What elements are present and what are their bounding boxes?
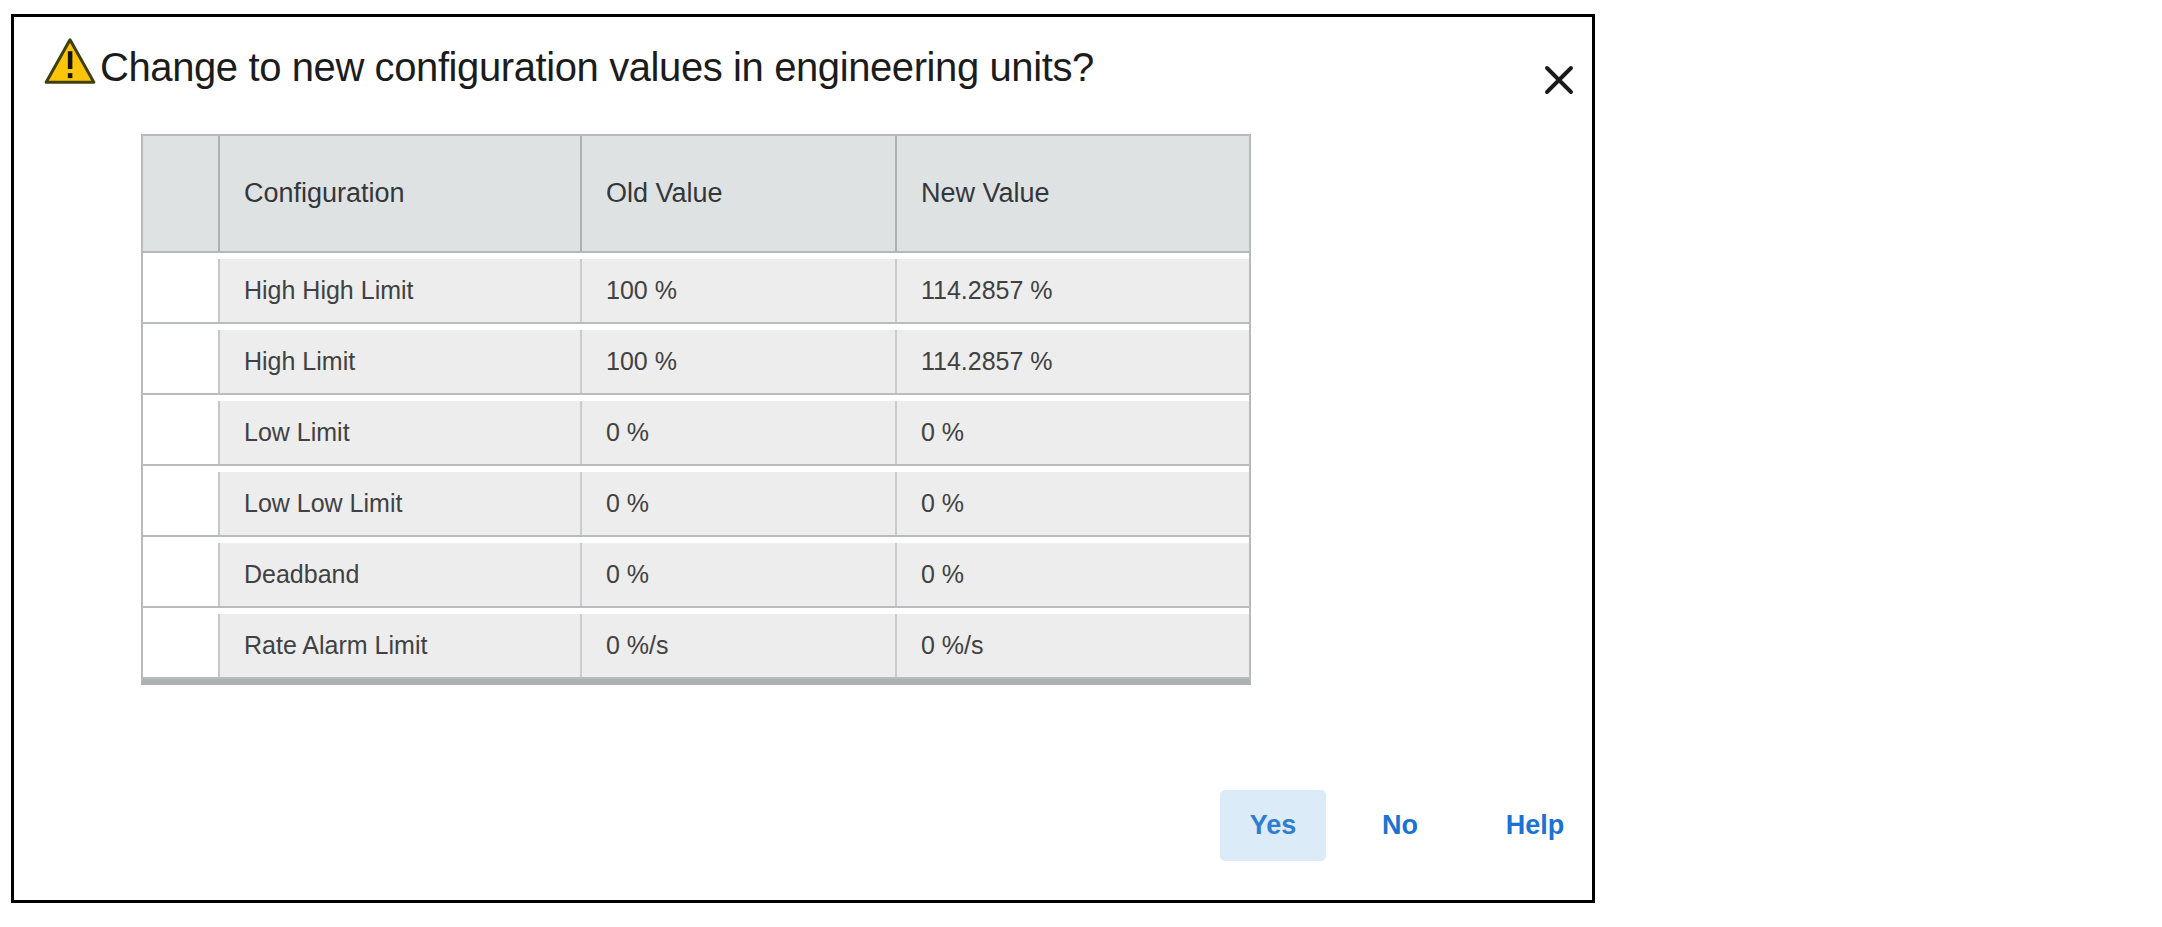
help-button[interactable]: Help [1484,790,1586,861]
new-value-cell: 114.2857 % [895,259,1249,322]
confirmation-dialog: Change to new configuration values in en… [11,14,1595,903]
old-value-cell: 0 %/s [580,614,895,677]
table-row: High Limit100 %114.2857 % [143,330,1249,395]
table-row: Rate Alarm Limit0 %/s0 %/s [143,614,1249,679]
old-value-cell: 0 % [580,401,895,464]
row-selector-cell[interactable] [143,259,218,322]
new-value-cell: 0 %/s [895,614,1249,677]
header-configuration[interactable]: Configuration [218,136,580,251]
configuration-cell: Rate Alarm Limit [218,614,580,677]
configuration-cell: Low Limit [218,401,580,464]
header-new-value[interactable]: New Value [895,136,1249,251]
dialog-title: Change to new configuration values in en… [100,45,1472,90]
new-value-cell: 0 % [895,472,1249,535]
row-selector-cell[interactable] [143,472,218,535]
close-icon[interactable] [1536,57,1582,103]
new-value-cell: 114.2857 % [895,330,1249,393]
configuration-table: Configuration Old Value New Value High H… [141,134,1251,685]
configuration-cell: High Limit [218,330,580,393]
configuration-cell: High High Limit [218,259,580,322]
configuration-cell: Low Low Limit [218,472,580,535]
old-value-cell: 100 % [580,259,895,322]
old-value-cell: 100 % [580,330,895,393]
row-selector-cell[interactable] [143,401,218,464]
table-row: High High Limit100 %114.2857 % [143,259,1249,324]
table-body: High High Limit100 %114.2857 %High Limit… [143,259,1249,679]
table-row: Low Low Limit0 %0 % [143,472,1249,537]
warning-icon [44,37,96,85]
header-selector-cell [143,136,218,251]
table-row: Low Limit0 %0 % [143,401,1249,466]
yes-button[interactable]: Yes [1220,790,1326,861]
header-old-value[interactable]: Old Value [580,136,895,251]
row-selector-cell[interactable] [143,543,218,606]
old-value-cell: 0 % [580,543,895,606]
new-value-cell: 0 % [895,401,1249,464]
table-row: Deadband0 %0 % [143,543,1249,608]
configuration-cell: Deadband [218,543,580,606]
table-header-row: Configuration Old Value New Value [143,136,1249,253]
row-selector-cell[interactable] [143,614,218,677]
old-value-cell: 0 % [580,472,895,535]
new-value-cell: 0 % [895,543,1249,606]
no-button[interactable]: No [1354,790,1446,861]
row-selector-cell[interactable] [143,330,218,393]
dialog-titlebar: Change to new configuration values in en… [14,17,1592,117]
